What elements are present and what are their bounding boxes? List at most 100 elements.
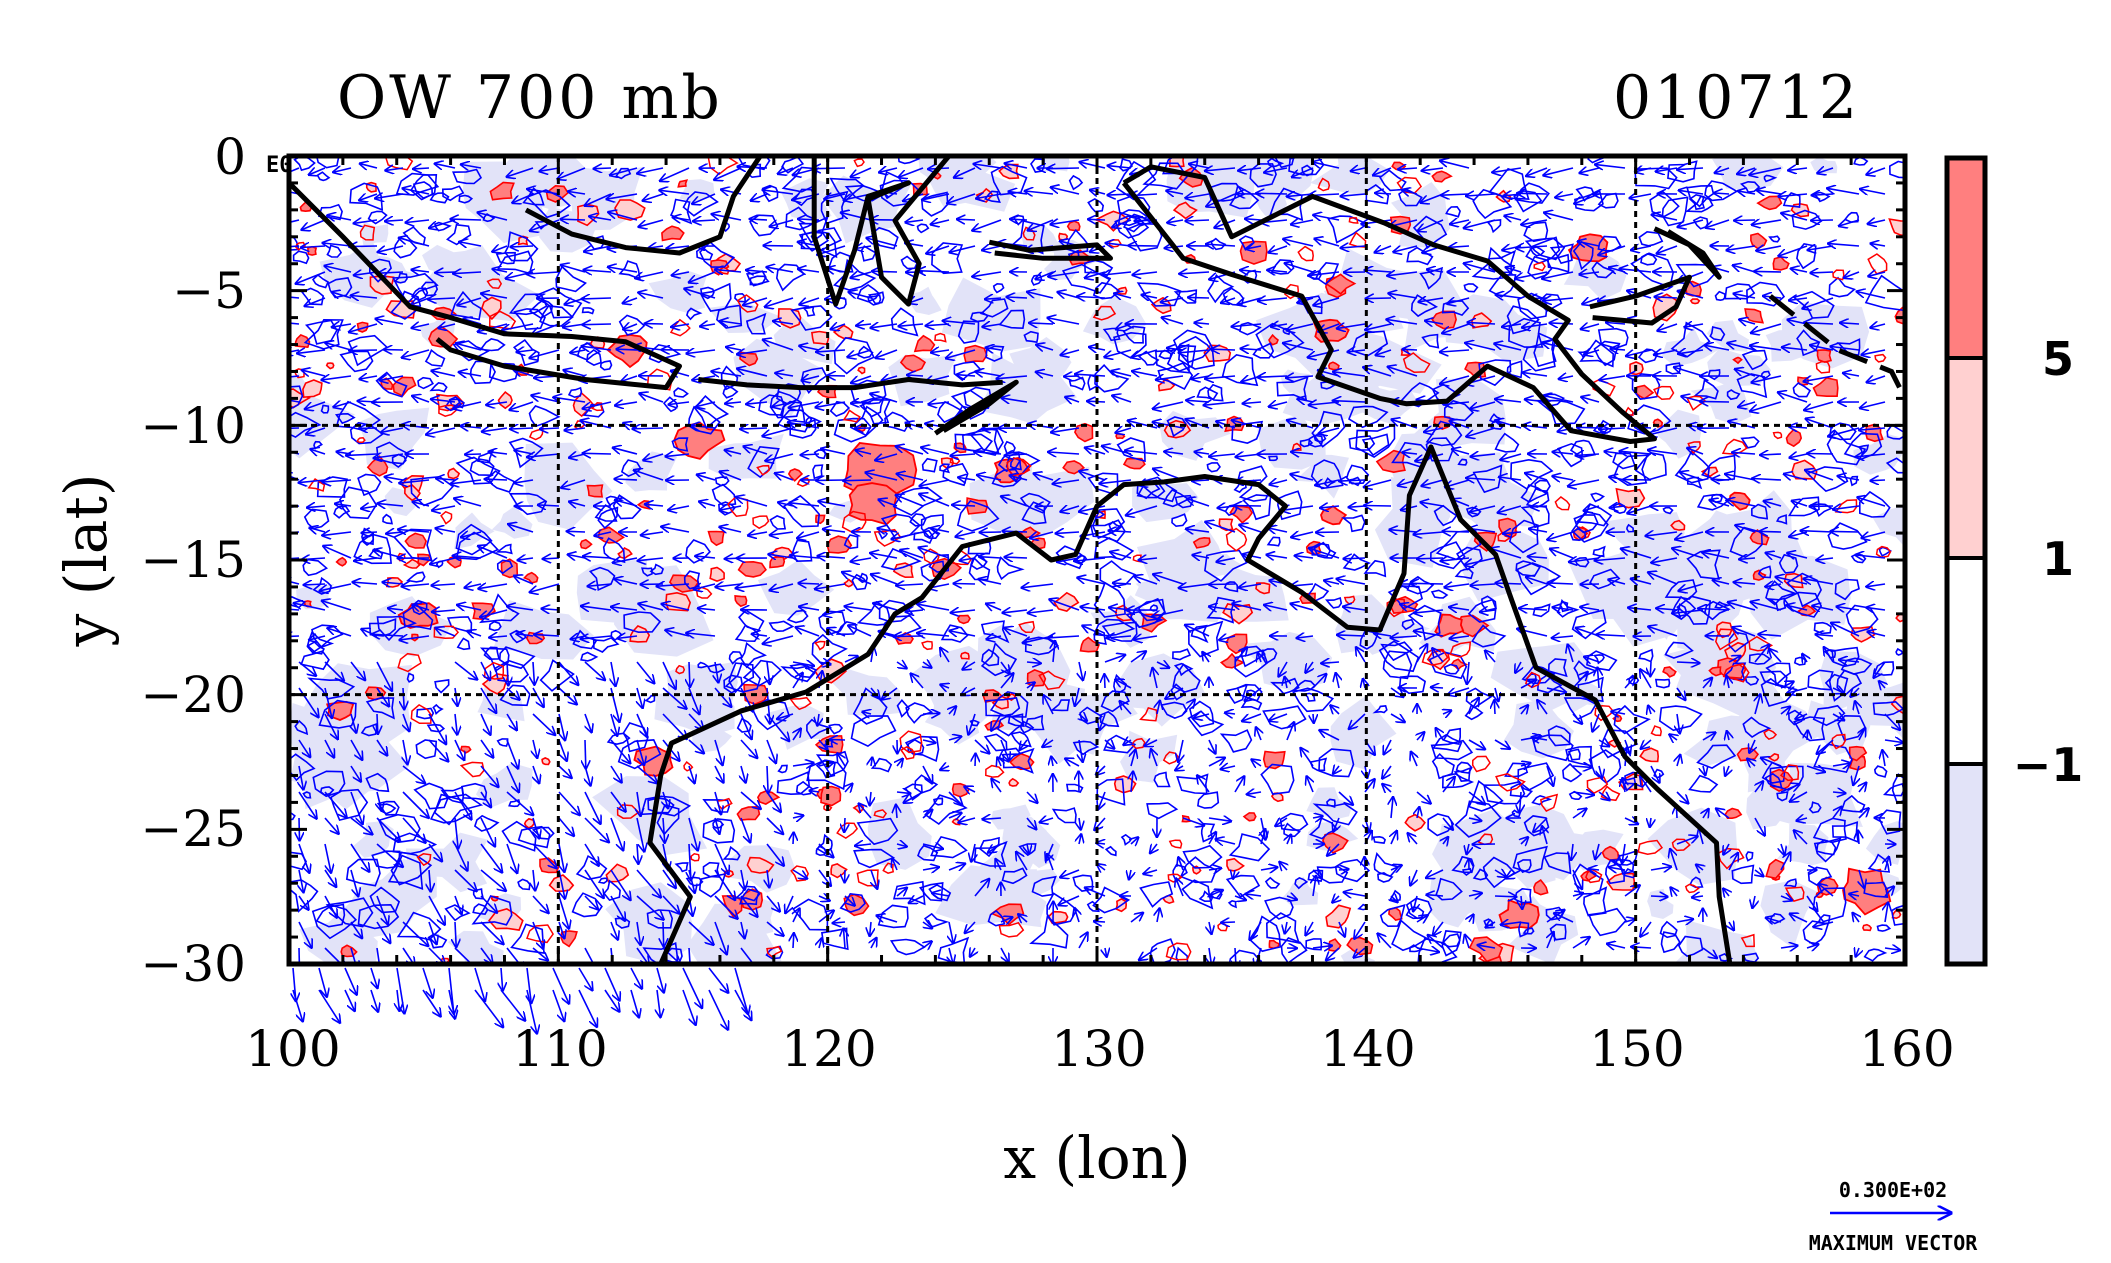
- wind-vector: [1712, 479, 1730, 480]
- wind-vector: [801, 454, 820, 455]
- wind-vector: [583, 324, 612, 325]
- negative-contour: [1593, 654, 1605, 665]
- wind-vector: [1011, 219, 1028, 220]
- negative-contour: [303, 508, 330, 530]
- x-tick-label: 130: [1051, 1020, 1146, 1078]
- wind-vector: [350, 350, 378, 351]
- wind-vector: [500, 989, 525, 1020]
- negative-contour: [539, 659, 575, 692]
- negative-contour: [1464, 703, 1484, 721]
- wind-vector: [583, 453, 612, 454]
- negative-contour: [722, 845, 741, 861]
- wind-vector: [538, 505, 560, 506]
- positive-fill-region: [402, 558, 421, 569]
- positive-fill-region: [1404, 813, 1426, 832]
- wind-vector: [396, 967, 404, 1013]
- positive-fill-region: [325, 362, 335, 370]
- negative-fill-region: [978, 352, 1077, 424]
- negative-fill-region: [625, 451, 678, 492]
- negative-contour: [571, 892, 603, 918]
- wind-vector: [1048, 168, 1080, 169]
- wind-vector: [1761, 454, 1782, 455]
- positive-fill-region: [459, 745, 472, 754]
- wind-vector: [1005, 557, 1028, 558]
- wind-vector: [1755, 271, 1782, 272]
- colorbar-label: 1: [2042, 532, 2074, 586]
- wind-vector: [1715, 193, 1730, 194]
- positive-fill-region: [1074, 422, 1094, 443]
- positive-fill-region: [1268, 333, 1279, 346]
- positive-fill-region: [787, 468, 804, 482]
- negative-contour: [586, 349, 602, 366]
- wind-vector: [656, 967, 664, 992]
- negative-fill-region: [1235, 631, 1333, 691]
- positive-fill-region: [769, 556, 786, 569]
- positive-fill-region: [709, 566, 725, 582]
- wind-vector: [975, 754, 976, 767]
- wind-vector: [896, 805, 897, 819]
- negative-contour: [1742, 716, 1772, 738]
- negative-contour: [777, 764, 788, 774]
- wind-vector: [1417, 558, 1444, 559]
- positive-fill-region: [1388, 906, 1403, 921]
- negative-contour: [392, 272, 439, 305]
- negative-fill-region: [757, 559, 835, 616]
- wind-vector: [844, 480, 872, 481]
- negative-fill-region: [907, 286, 942, 315]
- negative-fill-region: [493, 600, 594, 660]
- negative-contour: [1857, 444, 1870, 456]
- wind-vector: [292, 989, 303, 1021]
- positive-fill-region: [1848, 745, 1868, 762]
- negative-fill-region: [1134, 572, 1173, 602]
- negative-contour: [1325, 596, 1343, 609]
- wind-vector: [552, 989, 564, 1021]
- negative-contour: [1890, 904, 1905, 926]
- wind-vector: [474, 989, 503, 1027]
- wind-vector: [1212, 349, 1236, 350]
- positive-fill-region: [1862, 923, 1873, 932]
- positive-fill-region: [1172, 201, 1198, 220]
- wind-vector: [561, 219, 586, 220]
- negative-contour: [1401, 618, 1415, 631]
- x-tick-label: 150: [1589, 1020, 1684, 1078]
- wind-vector: [1812, 220, 1834, 221]
- positive-fill-region: [614, 199, 646, 221]
- wind-vector: [1210, 584, 1236, 585]
- wind-vector: [830, 740, 846, 741]
- colorbar-segment-middle: [1947, 558, 1985, 764]
- reference-vector: 0.300E+02 MAXIMUM VECTOR: [1809, 1178, 1979, 1255]
- wind-vector: [741, 428, 768, 429]
- wind-vector: [1340, 480, 1366, 481]
- wind-vector: [370, 989, 378, 1011]
- negative-fill-region: [1374, 476, 1451, 568]
- positive-fill-region: [820, 785, 842, 807]
- wind-vector: [689, 661, 690, 687]
- wind-vector: [362, 532, 378, 533]
- wind-vector: [1222, 922, 1236, 923]
- positive-fill-region: [1431, 170, 1453, 183]
- negative-contour: [656, 804, 680, 836]
- positive-fill-region: [1192, 536, 1211, 549]
- negative-fill-region: [1507, 908, 1579, 964]
- wind-vector: [682, 967, 702, 1008]
- positive-fill-region: [489, 181, 515, 201]
- wind-vector: [1257, 193, 1288, 194]
- wind-vector: [1548, 583, 1574, 584]
- y-tick-label: −15: [140, 531, 246, 589]
- wind-vector: [543, 558, 560, 559]
- wind-vector: [983, 428, 1002, 429]
- wind-vector: [1494, 896, 1516, 897]
- wind-vector: [1676, 662, 1699, 663]
- wind-vector: [1403, 349, 1418, 350]
- positive-fill-region: [960, 651, 970, 660]
- negative-contour: [1488, 167, 1530, 200]
- negative-contour: [1231, 420, 1264, 444]
- positive-fill-region: [1203, 344, 1232, 363]
- positive-fill-region: [523, 817, 535, 829]
- positive-fill-region: [1224, 415, 1245, 433]
- negative-contour: [622, 722, 649, 753]
- negative-contour: [1139, 881, 1174, 908]
- wind-vector: [1808, 454, 1834, 455]
- wind-vector: [1443, 531, 1470, 532]
- wind-vector: [734, 967, 748, 1014]
